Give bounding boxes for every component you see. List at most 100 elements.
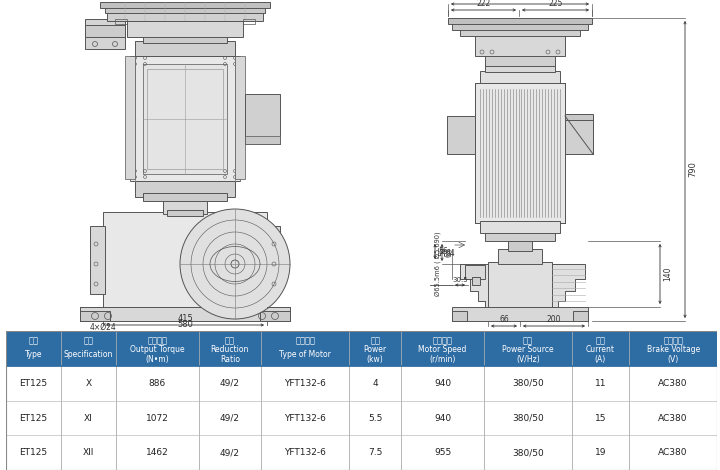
Bar [629,435,717,470]
Bar [484,400,572,435]
Bar [460,28,580,36]
Bar [6,435,60,470]
Bar [490,223,550,231]
Bar [167,210,203,216]
Bar [465,265,485,279]
Bar [245,94,280,144]
Text: Current
(A): Current (A) [586,345,615,364]
Text: 49/2: 49/2 [220,414,240,423]
Text: X: X [85,379,91,388]
Text: 380/50: 380/50 [512,414,544,423]
Bar [475,34,565,56]
Bar [85,25,125,37]
Text: 电源: 电源 [523,336,533,345]
Text: XII: XII [83,448,94,457]
Bar [60,366,116,400]
Text: XI: XI [84,414,93,423]
Text: 速比: 速比 [225,336,235,345]
Bar [573,311,588,321]
Text: 1072: 1072 [145,414,168,423]
Bar [475,83,565,223]
Text: ET125: ET125 [19,379,48,388]
Text: 56: 56 [438,248,448,257]
Text: AC380: AC380 [658,448,688,457]
Bar [199,331,261,366]
Text: Output Torque
(N•m): Output Torque (N•m) [130,345,184,364]
Bar [401,435,484,470]
Bar [245,136,280,144]
Bar [565,116,593,154]
Bar [60,400,116,435]
Text: 56: 56 [438,247,447,256]
Bar [498,249,542,264]
Bar [60,435,116,470]
Text: 380/50: 380/50 [512,379,544,388]
Text: 415: 415 [177,314,193,323]
Bar [199,435,261,470]
Text: 49/2: 49/2 [220,448,240,457]
Bar [261,366,349,400]
Text: Reduction
Ratio: Reduction Ratio [211,345,249,364]
Text: 225: 225 [549,0,563,8]
Bar [485,229,555,241]
Bar [6,331,60,366]
Bar [447,116,475,154]
Bar [103,212,267,307]
Text: 49/2: 49/2 [220,379,240,388]
Bar [143,35,227,43]
Bar [484,435,572,470]
Text: 380/50: 380/50 [512,448,544,457]
Text: Type: Type [24,350,42,359]
Text: 规格: 规格 [84,336,94,345]
Text: 制动电压: 制动电压 [663,336,683,345]
Text: ET125: ET125 [19,414,48,423]
Bar [452,311,467,321]
Bar [629,331,717,366]
Circle shape [180,209,290,319]
Bar [199,400,261,435]
Bar [235,56,245,179]
Text: 7.5: 7.5 [368,448,382,457]
Bar [572,366,629,400]
Bar [80,311,110,321]
Bar [127,21,243,37]
Bar [448,18,592,24]
Text: 1462: 1462 [146,448,168,457]
Bar [349,331,401,366]
Text: 940: 940 [434,414,451,423]
Text: Power
(kw): Power (kw) [364,345,387,364]
Bar [349,366,401,400]
Text: 功率: 功率 [370,336,380,345]
Bar [480,71,560,83]
Bar [163,194,207,214]
Bar [452,307,588,321]
Text: 19: 19 [595,448,606,457]
Bar [508,241,532,251]
Text: Type of Motor: Type of Motor [279,350,331,359]
Text: 200: 200 [546,315,562,324]
Text: 222: 222 [477,0,490,8]
Bar [485,54,555,66]
Bar [116,366,199,400]
Bar [243,19,255,24]
Bar [135,41,235,56]
Text: 555: 555 [512,0,528,2]
Text: 11: 11 [595,379,606,388]
Bar [261,400,349,435]
Text: 4×Ø24: 4×Ø24 [90,323,117,332]
Text: 790: 790 [688,162,697,178]
Text: 64: 64 [445,248,454,258]
Text: 4: 4 [372,379,378,388]
Bar [261,435,349,470]
Bar [629,400,717,435]
Text: 940: 940 [434,379,451,388]
Bar [260,311,290,321]
Bar [100,2,270,8]
Text: 电机型号: 电机型号 [295,336,315,345]
Text: 电机转速: 电机转速 [433,336,452,345]
Text: Power Source
(V/Hz): Power Source (V/Hz) [502,345,554,364]
Text: YFT132-6: YFT132-6 [284,448,326,457]
Bar [6,400,60,435]
Text: YFT132-6: YFT132-6 [284,414,326,423]
Bar [105,6,265,13]
